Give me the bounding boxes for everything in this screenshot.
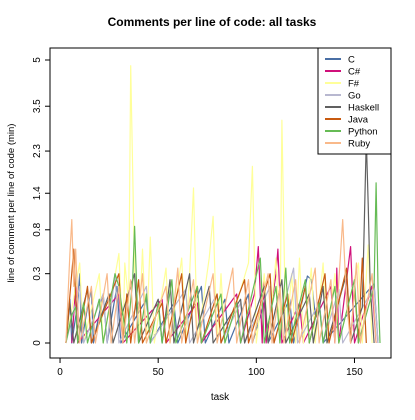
y-tick-label: 5: [32, 57, 43, 63]
legend-box: [317, 47, 392, 155]
x-tick-label: 50: [153, 367, 165, 378]
legend-label: Ruby: [348, 139, 370, 150]
chart-title: Comments per line of code: all tasks: [108, 15, 317, 29]
x-tick-label: 0: [57, 367, 63, 378]
series-line-ruby: [65, 219, 377, 344]
x-axis-label: task: [211, 392, 230, 403]
y-tick-label: 2.3: [32, 144, 43, 158]
legend-label: C#: [348, 67, 361, 78]
y-tick-label: 0.8: [32, 222, 43, 236]
legend-label: Java: [348, 115, 369, 126]
series-layer: [65, 65, 381, 344]
legend-label: Haskell: [348, 103, 379, 114]
legend-label: F#: [348, 79, 360, 90]
legend-label: Go: [348, 91, 361, 102]
legend-label: Python: [348, 127, 378, 138]
legend-label: C: [348, 55, 355, 66]
y-tick-label: 0: [32, 340, 43, 346]
y-tick-label: 0.3: [32, 266, 43, 280]
x-tick-label: 150: [346, 367, 363, 378]
y-tick-label: 3.5: [32, 99, 43, 113]
series-line-c: [65, 273, 379, 344]
series-line-python: [65, 182, 381, 344]
x-axis: 0 50 100 150: [57, 358, 363, 378]
x-tick-label: 100: [248, 367, 265, 378]
series-line-java: [65, 248, 367, 344]
y-tick-label: 1.4: [32, 186, 43, 200]
y-axis: 0 0.3 0.8 1.4 2.3 3.5 5: [32, 57, 50, 346]
y-axis-label: line of comment per line of code (min): [6, 124, 17, 283]
plot-frame: [49, 47, 392, 359]
